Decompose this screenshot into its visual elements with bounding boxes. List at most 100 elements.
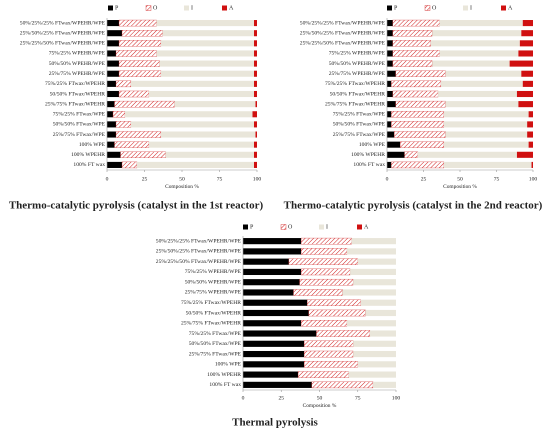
- legend-label: P: [115, 5, 119, 11]
- bar-segment: [392, 40, 431, 47]
- category-label: 75%/25% FTwax/WPEHR: [181, 300, 241, 306]
- legend-label: O: [432, 5, 437, 11]
- bar-segment: [387, 60, 393, 67]
- category-label: 25%/25%/50% FTwax/WPEHR/WPE: [156, 259, 242, 265]
- bar-segment: [107, 70, 119, 77]
- bar-segment: [387, 121, 392, 128]
- legend-swatch: [424, 5, 431, 11]
- bar-segment: [159, 60, 254, 67]
- bar-segment: [387, 111, 392, 118]
- legend-swatch: [243, 224, 248, 230]
- bar-segment: [443, 161, 532, 168]
- bar-segment: [149, 90, 254, 98]
- bar-segment: [391, 161, 445, 169]
- bar-segment: [243, 238, 302, 245]
- bar-segment: [347, 248, 396, 255]
- bar-segment: [107, 131, 116, 138]
- bar-segment: [243, 258, 289, 265]
- category-label: 25%/75% FTwax/WPEHR: [325, 101, 385, 107]
- bar-segment: [394, 131, 446, 138]
- bar-segment: [254, 40, 257, 47]
- bar-segment: [342, 289, 396, 296]
- bar-segment: [527, 121, 533, 128]
- legend-swatch: [357, 224, 362, 230]
- x-tick-label: 50: [457, 176, 463, 182]
- bar-segment: [519, 40, 533, 47]
- legend-label: O: [153, 5, 158, 11]
- chart-panel: P O I A 50%/25%/25% FTwax/WPEHR/WPE 25%/50%/2…: [9, 5, 264, 212]
- bar-segment: [107, 20, 119, 27]
- x-tick-label: 75: [494, 176, 500, 182]
- legend-label: I: [470, 5, 472, 11]
- x-tick-label: 50: [317, 395, 323, 401]
- category-label: 25%/75% FTwax/WPE: [189, 351, 242, 357]
- bar-segment: [243, 248, 302, 255]
- chart-panel: P O I A 50%/25%/25% FTwax/WPEHR/WPE 25%/50%/2…: [156, 224, 400, 429]
- category-label: 75%/25% FTwax/WPE: [189, 331, 242, 337]
- bar-segment: [254, 20, 257, 27]
- bar-segment: [254, 50, 257, 57]
- legend-label: I: [191, 5, 193, 11]
- bar-segment: [392, 50, 440, 57]
- category-label: 100% WPE: [79, 142, 106, 148]
- x-axis-label: Composition %: [443, 184, 477, 190]
- x-tick-label: 25: [142, 176, 148, 182]
- bar-segment: [432, 30, 522, 37]
- x-tick-label: 0: [386, 176, 389, 182]
- category-label: 75%/25% FTwax/WPEHR: [325, 81, 385, 87]
- bar-segment: [288, 258, 358, 265]
- bar-segment: [118, 19, 157, 27]
- bar-segment: [107, 50, 116, 57]
- chart-title: Thermo-catalytic pyrolysis (catalyst in …: [284, 200, 543, 212]
- bar-segment: [417, 151, 517, 158]
- bar-segment: [304, 350, 354, 358]
- legend-swatch: [145, 5, 152, 11]
- bar-segment: [521, 70, 533, 77]
- legend-swatch: [501, 5, 506, 11]
- bar-segment: [307, 299, 361, 306]
- bar-segment: [243, 361, 305, 368]
- category-label: 25%/75% WPEHR/WPE: [49, 71, 106, 77]
- legend-swatch: [184, 5, 189, 11]
- bar-segment: [254, 70, 257, 77]
- bar-segment: [254, 141, 257, 148]
- bar-segment: [300, 237, 352, 245]
- bar-segment: [161, 40, 254, 47]
- category-label: 100% FT wax: [209, 382, 241, 388]
- category-label: 50%/50% FTwax/WPE: [333, 122, 386, 128]
- bar-segment: [114, 141, 150, 148]
- bar-segment: [528, 141, 533, 148]
- category-label: 25%/50%/25% FTwax/WPEHR/WPE: [20, 30, 106, 36]
- bar-segment: [347, 320, 396, 327]
- category-label: 75%/25% FTwax/WPE: [53, 112, 106, 118]
- bar-segment: [254, 80, 257, 87]
- bar-segment: [360, 299, 396, 306]
- bar-segment: [387, 141, 401, 148]
- chart-panel: P O I A 50%/25%/25% FTwax/WPEHR/WPE 25%/50%/2…: [284, 5, 543, 212]
- x-tick-label: 100: [253, 176, 262, 182]
- bar-segment: [118, 70, 162, 77]
- legend-swatch: [463, 5, 468, 11]
- bar-segment: [387, 70, 396, 77]
- bar-segment: [107, 80, 116, 87]
- legend-label: A: [508, 5, 513, 11]
- bar-segment: [432, 60, 510, 67]
- bar-segment: [162, 30, 254, 37]
- bar-segment: [149, 141, 254, 148]
- bar-segment: [353, 350, 396, 358]
- bar-segment: [114, 100, 175, 108]
- bar-segment: [165, 151, 254, 158]
- category-label: 25%/75% FTwax/WPEHR: [45, 101, 105, 107]
- bar-segment: [528, 111, 533, 118]
- category-label: 50%/50% WPEHR/WPE: [185, 279, 242, 285]
- bar-segment: [156, 50, 254, 57]
- bar-segment: [254, 30, 257, 37]
- legend-swatch: [108, 5, 113, 11]
- bar-segment: [243, 381, 312, 388]
- bar-segment: [243, 340, 305, 347]
- bar-segment: [107, 101, 115, 108]
- bar-segment: [254, 161, 257, 168]
- bar-segment: [391, 80, 442, 88]
- bar-segment: [297, 371, 349, 378]
- bar-segment: [107, 111, 113, 118]
